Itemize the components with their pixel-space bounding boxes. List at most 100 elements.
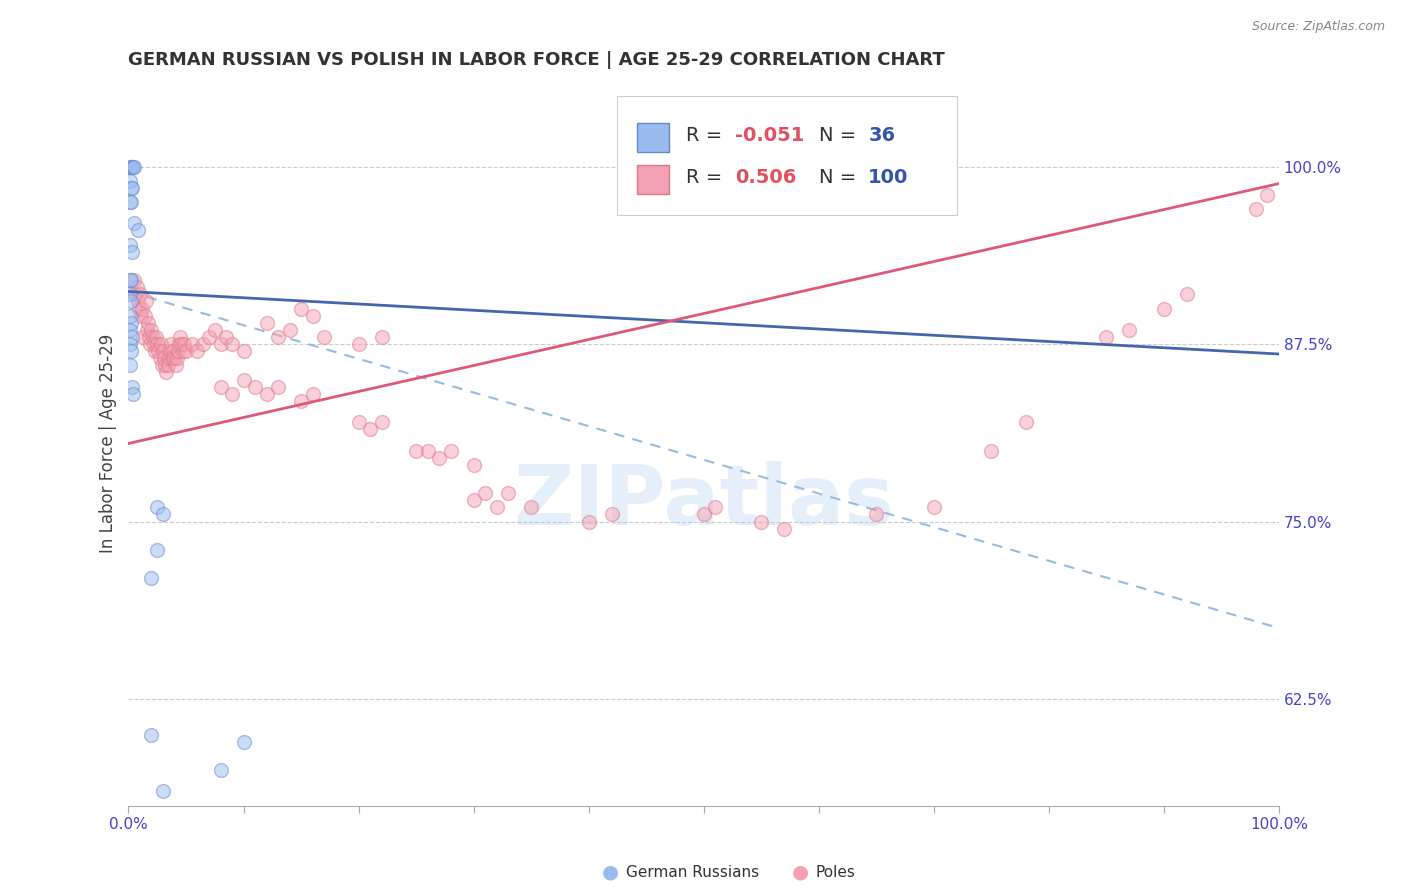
Point [145,330,167,344]
Point [141,323,163,337]
Point [980,443,1002,458]
Point [865,508,887,522]
Text: -0.051: -0.051 [735,126,804,145]
Point [290,393,312,408]
Point [312,330,335,344]
Point [209,379,232,393]
Text: ●: ● [602,863,619,882]
Point [122,160,145,174]
Point [120,344,142,359]
Point [124,287,146,301]
Point [146,337,169,351]
Point [125,280,148,294]
Text: 0.506: 0.506 [735,169,796,187]
Point [155,359,177,373]
Point [122,386,145,401]
Point [439,443,461,458]
Point [370,330,392,344]
Point [120,273,142,287]
Point [198,330,221,344]
Point [156,359,179,373]
Text: Poles: Poles [815,865,855,880]
Point [267,330,290,344]
Point [174,344,197,359]
Point [170,337,193,351]
Point [359,422,381,436]
Point [347,337,370,351]
Point [416,443,439,458]
Point [157,351,180,366]
Point [153,351,176,366]
Point [120,316,142,330]
Point [129,309,152,323]
Point [256,316,278,330]
Point [132,330,155,344]
Point [209,337,232,351]
Point [186,820,208,834]
Point [405,443,427,458]
Point [278,323,301,337]
Point [122,216,145,230]
Point [215,330,238,344]
Text: 100: 100 [869,169,908,187]
Point [193,337,215,351]
Point [118,273,141,287]
Point [1175,287,1198,301]
Text: N =: N = [818,169,862,187]
Point [172,344,194,359]
Point [243,379,266,393]
Point [128,301,150,316]
Text: R =: R = [686,126,728,145]
Point [150,359,173,373]
Point [120,181,142,195]
Point [167,337,190,351]
Point [120,160,142,174]
Point [146,500,169,515]
Point [121,181,143,195]
Point [159,344,181,359]
Point [120,294,142,309]
Point [1153,301,1175,316]
Point [136,316,159,330]
Point [186,344,208,359]
Point [221,337,243,351]
Text: Source: ZipAtlas.com: Source: ZipAtlas.com [1251,20,1385,33]
Y-axis label: In Labor Force | Age 25-29: In Labor Force | Age 25-29 [100,334,117,553]
Point [463,493,485,508]
Point [160,337,183,351]
Point [127,223,149,237]
Point [118,337,141,351]
Point [122,160,145,174]
FancyBboxPatch shape [637,122,669,152]
Point [704,500,727,515]
Point [1118,323,1140,337]
Point [160,351,183,366]
Point [232,373,254,387]
Point [204,323,226,337]
Point [301,309,323,323]
Point [135,323,157,337]
Point [167,344,190,359]
Point [122,273,145,287]
Point [370,415,392,429]
Point [578,515,600,529]
Point [118,309,141,323]
Point [173,337,195,351]
Point [148,344,170,359]
Point [256,386,278,401]
Point [922,500,945,515]
Point [180,337,202,351]
Point [118,237,141,252]
Point [118,287,141,301]
Point [1015,415,1038,429]
Point [152,784,174,798]
Point [121,330,143,344]
Point [129,287,152,301]
Text: R =: R = [686,169,728,187]
Point [120,195,142,210]
Point [485,500,508,515]
Point [135,294,157,309]
Point [118,359,141,373]
Point [163,351,186,366]
Point [221,386,243,401]
